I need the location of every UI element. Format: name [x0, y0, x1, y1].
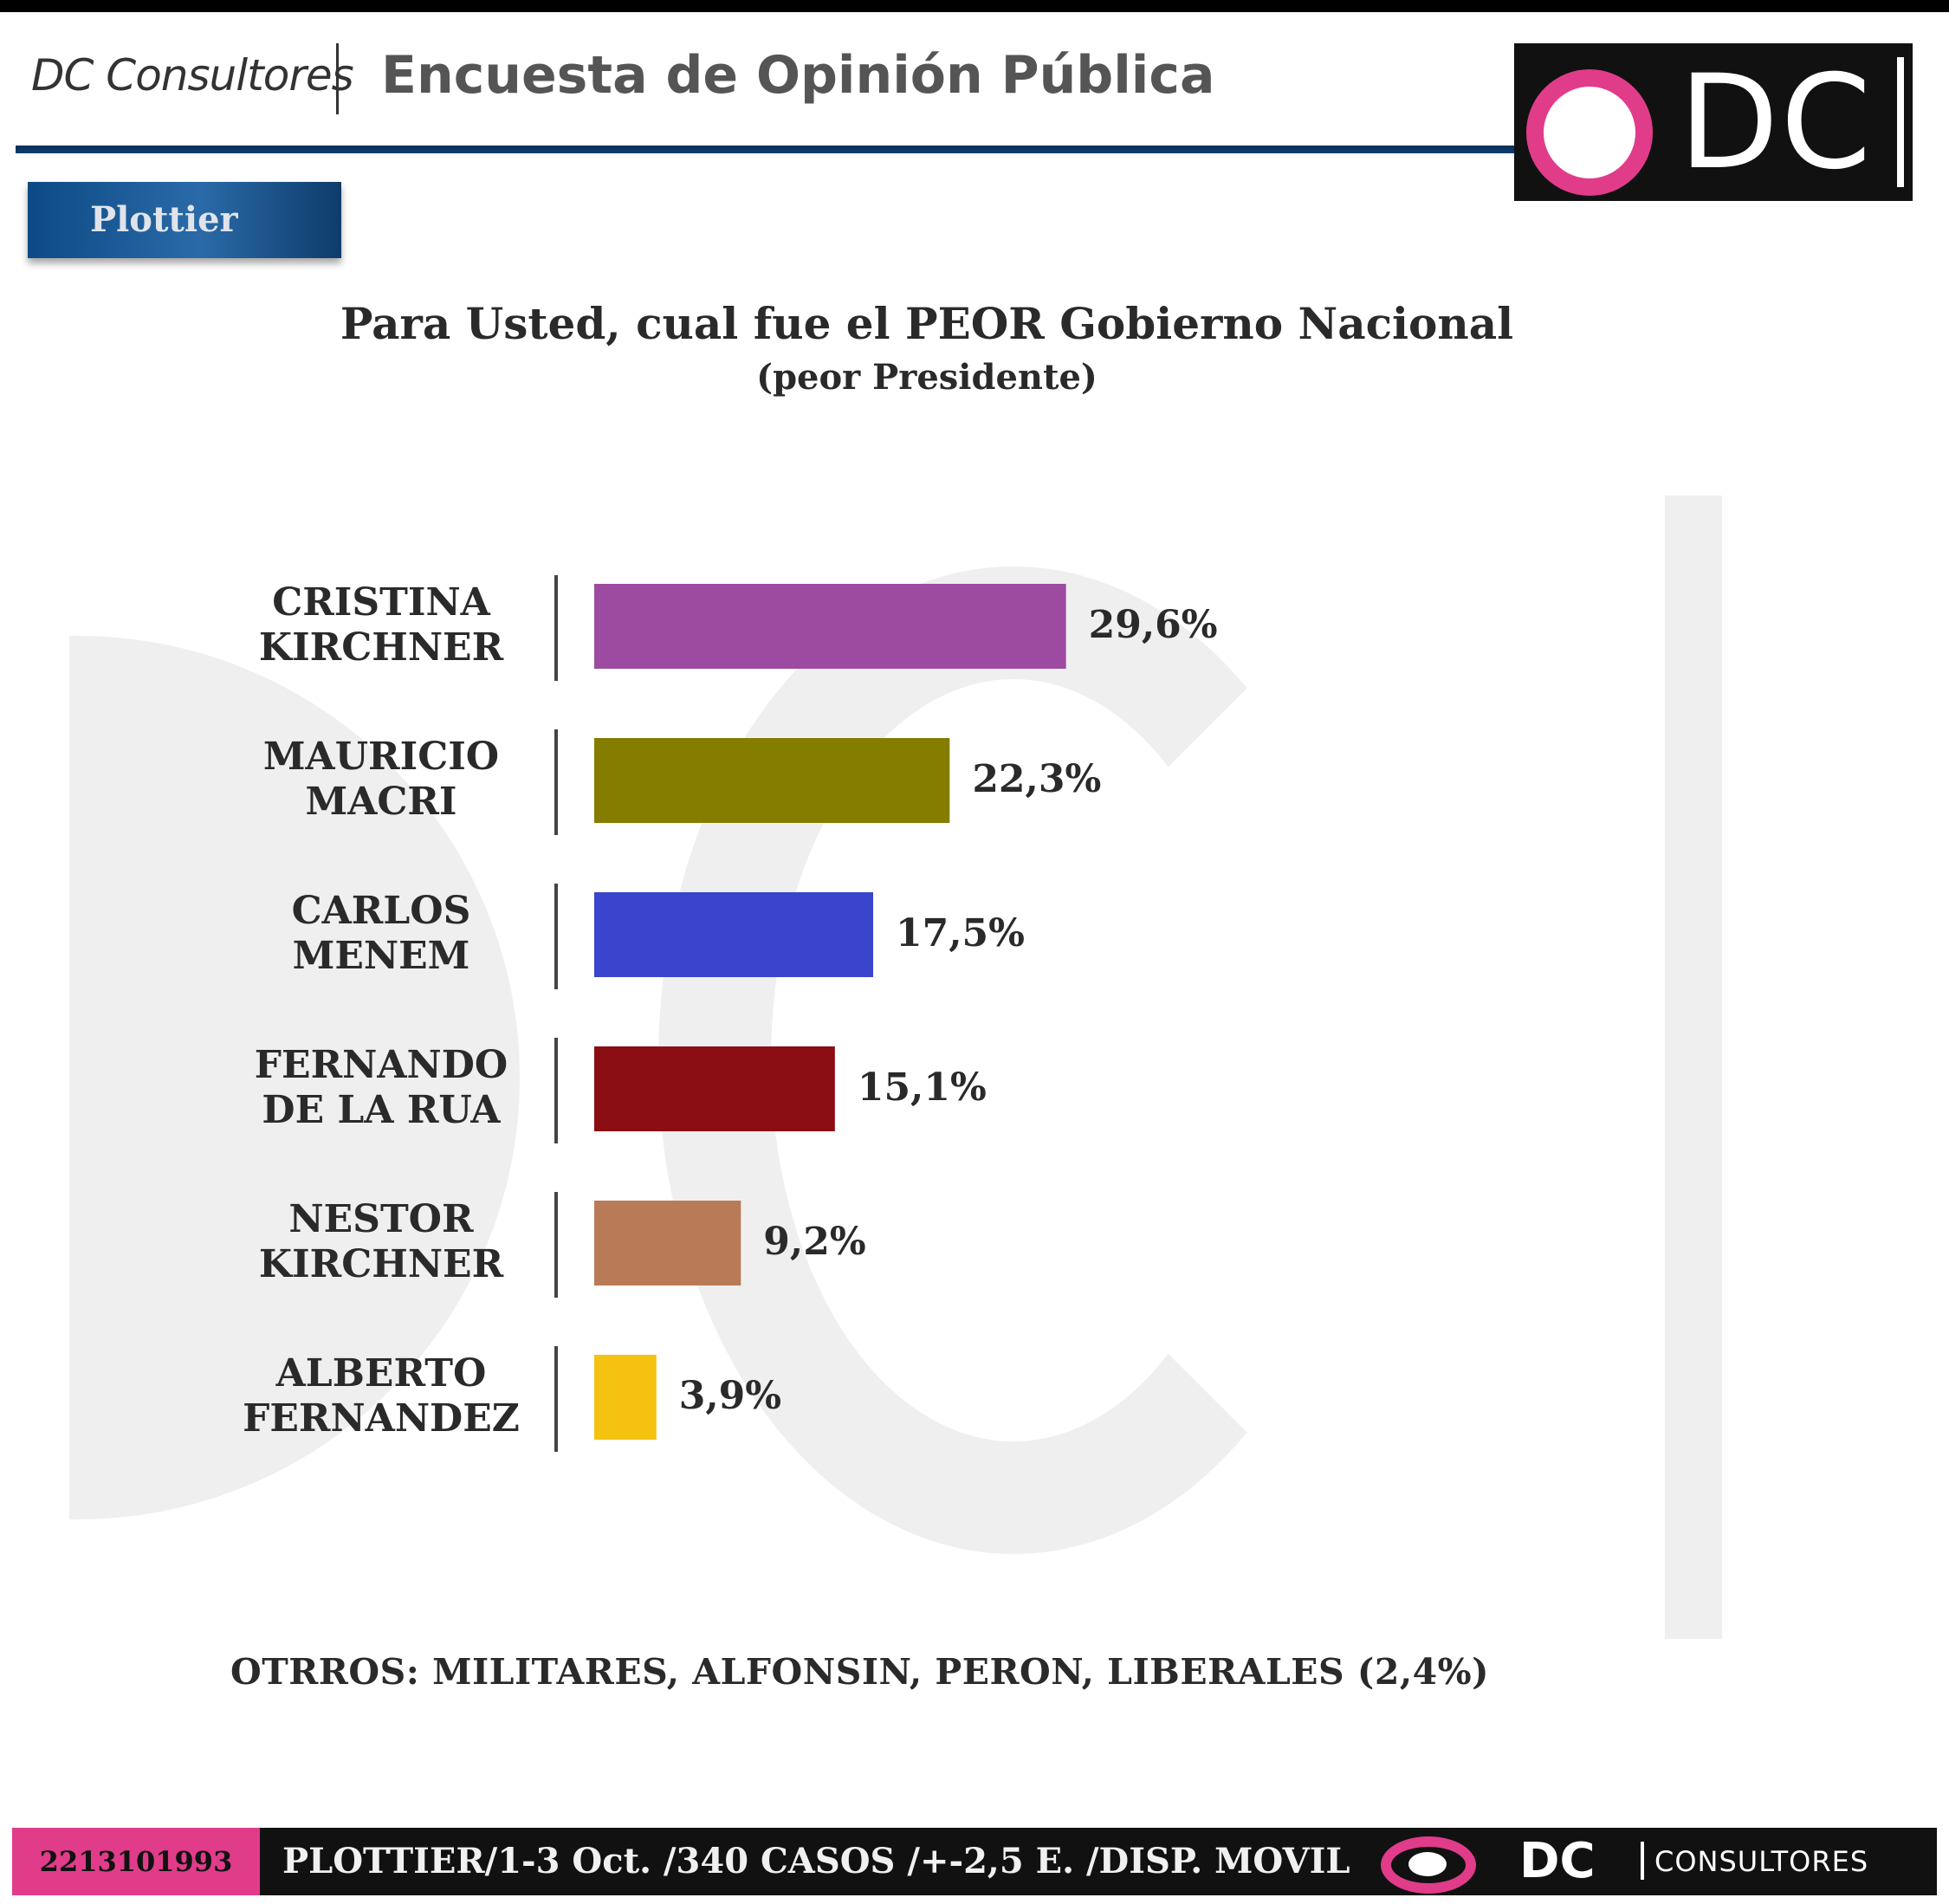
category-label: MACRI [305, 780, 456, 824]
header-rule [16, 146, 1523, 153]
bar [594, 1355, 657, 1440]
footer-brand-short: DC [1519, 1833, 1596, 1889]
chart-title: Para Usted, cual fue el PEOR Gobierno Na… [340, 298, 1514, 349]
watermark-bar [1665, 495, 1722, 1639]
value-label: 29,6% [1089, 603, 1218, 647]
footer-phone: 2213101993 [12, 1828, 260, 1895]
category-label: FERNANDO [255, 1043, 508, 1087]
footer-ring-icon [1381, 1836, 1476, 1894]
axis-segment [554, 1192, 558, 1298]
survey-slide: DC Consultores Encuesta de Opinión Públi… [0, 12, 1949, 1904]
region-tab: Plottier [28, 182, 341, 258]
category-label: CRISTINA [272, 580, 490, 625]
brand-separator [336, 43, 339, 114]
category-label: FERNANDEZ [243, 1396, 520, 1441]
category-label: MAURICIO [263, 735, 499, 779]
footer-brand-word: CONSULTORES [1654, 1845, 1869, 1878]
value-label: 17,5% [896, 911, 1025, 955]
logo-bar [1897, 57, 1904, 187]
bar [594, 584, 1066, 669]
category-label: KIRCHNER [259, 625, 504, 670]
logo-text: DC [1679, 48, 1874, 198]
axis-segment [554, 729, 558, 835]
footer-bar: 2213101993 PLOTTIER/1-3 Oct. /340 CASOS … [12, 1828, 1937, 1895]
category-label: ALBERTO [275, 1351, 487, 1396]
bar [594, 892, 873, 977]
footer-survey-info: PLOTTIER/1-3 Oct. /340 CASOS /+-2,5 E. /… [282, 1841, 1350, 1881]
value-label: 3,9% [679, 1374, 781, 1418]
region-tab-label: Plottier [90, 199, 238, 240]
bar-chart: CRISTINAKIRCHNER29,6%MAURICIOMACRI22,3%C… [243, 575, 1218, 1452]
category-label: CARLOS [292, 889, 471, 933]
category-label: MENEM [293, 934, 470, 978]
category-label: NESTOR [288, 1197, 474, 1241]
value-label: 15,1% [858, 1065, 987, 1110]
value-label: 22,3% [972, 757, 1101, 801]
page-title: Encuesta de Opinión Pública [381, 45, 1215, 106]
bar [594, 1201, 741, 1286]
bar [594, 738, 950, 823]
axis-segment [554, 575, 558, 681]
others-note: OTRROS: MILITARES, ALFONSIN, PERON, LIBE… [230, 1651, 1490, 1693]
category-label: KIRCHNER [259, 1242, 504, 1286]
footer-brand-separator [1641, 1842, 1644, 1880]
dc-logo: DC [1514, 43, 1913, 201]
chart-subtitle: (peor Presidente) [756, 357, 1098, 398]
footer-ring-center [1408, 1852, 1447, 1876]
axis-segment [554, 1038, 558, 1143]
value-label: 9,2% [763, 1220, 865, 1264]
axis-segment [554, 1346, 558, 1452]
axis-segment [554, 884, 558, 989]
category-label: DE LA RUA [262, 1088, 501, 1132]
bar [594, 1046, 835, 1131]
brand-name: DC Consultores [31, 50, 354, 100]
